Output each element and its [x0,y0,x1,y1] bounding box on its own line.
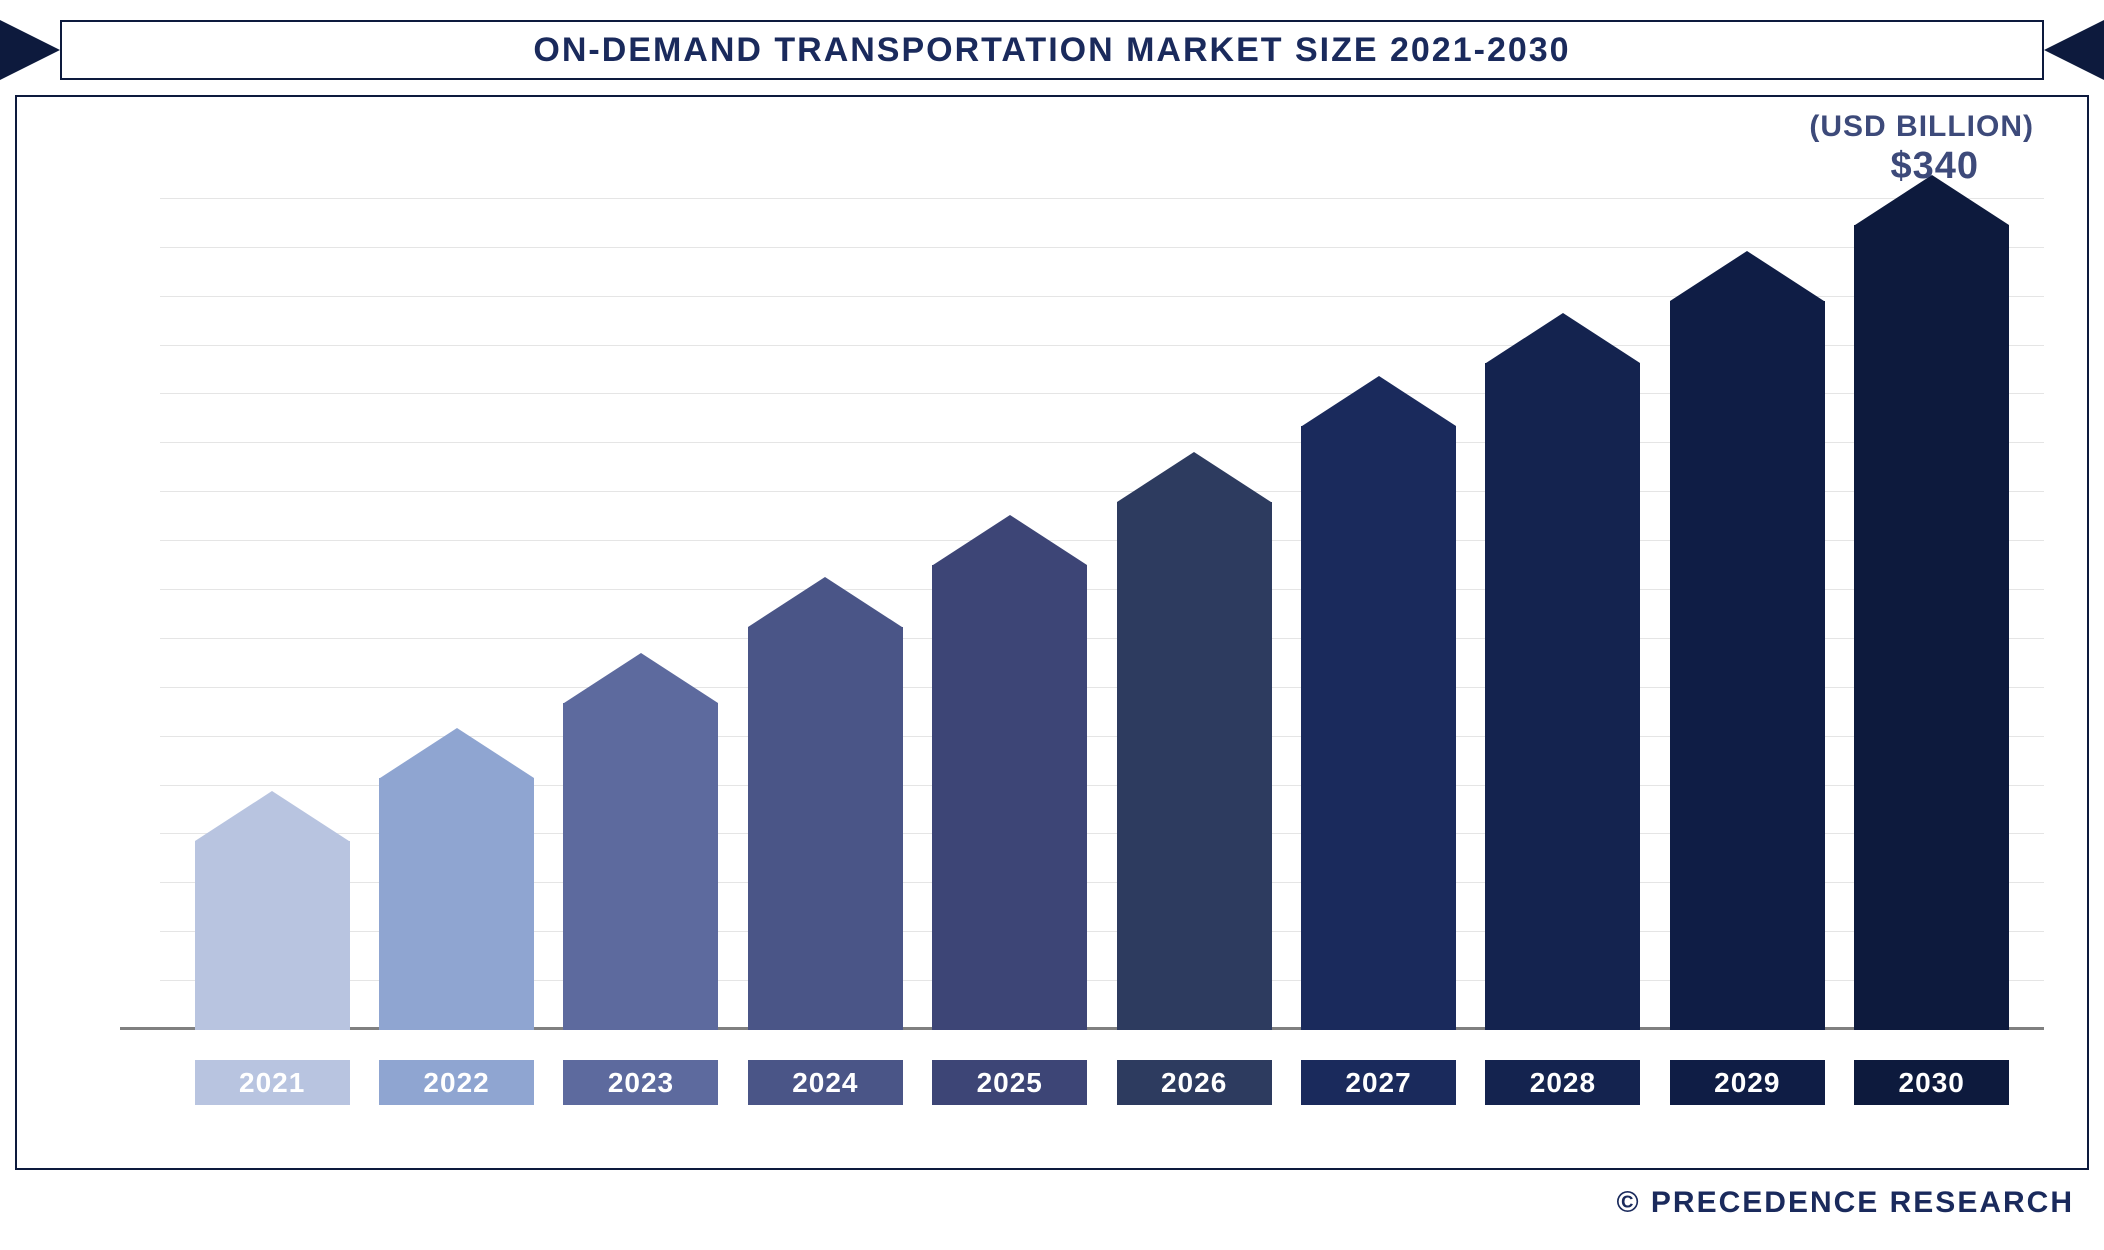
bars-container [160,150,2044,1030]
bar [1117,452,1272,1030]
x-axis-label: 2027 [1301,1060,1456,1105]
bar-body [195,841,350,1030]
x-axis-label: 2023 [563,1060,718,1105]
bar-body [563,703,718,1030]
title-corner-left [0,20,60,80]
bar [1854,175,2009,1030]
bar-arrow-top [564,653,718,703]
bar-body [1117,502,1272,1030]
bar-body [1670,301,1825,1030]
bar [1485,313,1640,1030]
bar-arrow-top [1302,376,1456,426]
x-axis-labels: 2021 2022 2023 2024 2025 2026 2027 2028 2029 2030 [160,1060,2044,1105]
footer-copyright: © PRECEDENCE RESEARCH [1616,1186,2074,1220]
x-axis-label: 2021 [195,1060,350,1105]
x-axis-label: 2025 [932,1060,1087,1105]
bar [1301,376,1456,1030]
highlight-value-label: $340 [1890,145,1979,188]
bar [1670,251,1825,1030]
bar-arrow-top [195,791,349,841]
bar [379,728,534,1030]
bar-body [748,627,903,1030]
x-axis-label: 2026 [1117,1060,1272,1105]
bar-arrow-top [1670,251,1824,301]
title-corner-right [2044,20,2104,80]
bar-arrow-top [380,728,534,778]
bar-body [1854,225,2009,1030]
x-axis-label: 2024 [748,1060,903,1105]
bar-body [1301,426,1456,1030]
bar [195,791,350,1030]
bar [748,577,903,1030]
bar-body [379,778,534,1030]
bar-arrow-top [1117,452,1271,502]
bar-body [932,565,1087,1030]
x-axis-label: 2029 [1670,1060,1825,1105]
bar [932,515,1087,1030]
bar [563,653,718,1030]
bar-body [1485,363,1640,1030]
chart-area: (USD BILLION) $340 [160,150,2044,1030]
chart-title: ON-DEMAND TRANSPORTATION MARKET SIZE 202… [533,31,1570,70]
x-axis-label: 2030 [1854,1060,2009,1105]
bar-arrow-top [1486,313,1640,363]
bar-arrow-top [748,577,902,627]
bar-arrow-top [933,515,1087,565]
title-bar: ON-DEMAND TRANSPORTATION MARKET SIZE 202… [0,20,2104,80]
x-axis-label: 2028 [1485,1060,1640,1105]
x-axis-label: 2022 [379,1060,534,1105]
unit-label: (USD BILLION) [1809,110,2034,144]
